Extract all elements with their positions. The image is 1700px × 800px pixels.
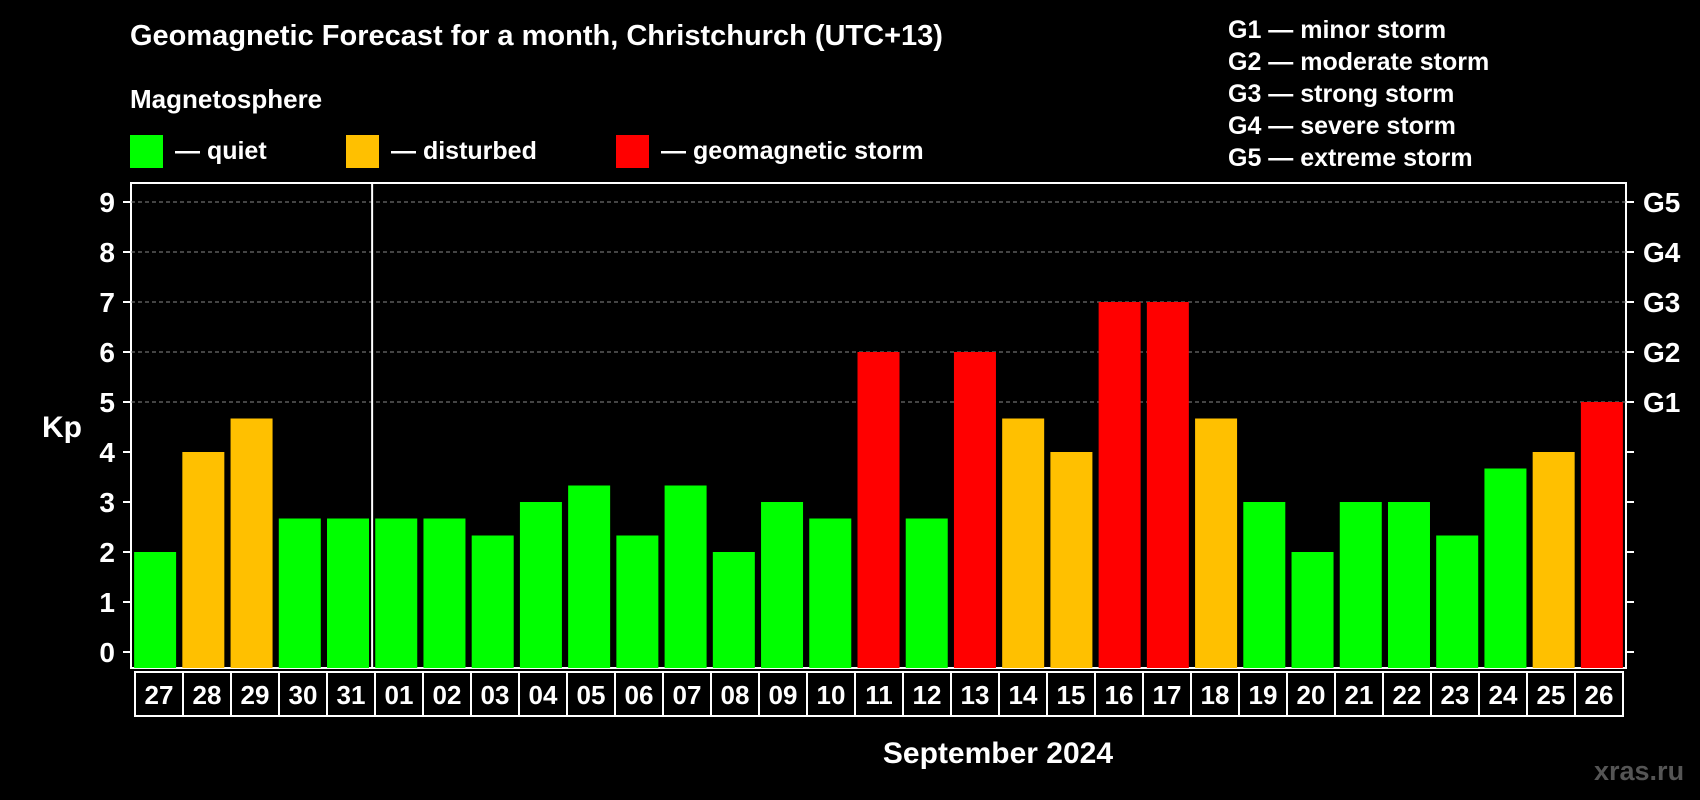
storm-scale-g5: G5 — extreme storm [1228, 144, 1473, 172]
x-tick-label: 31 [337, 680, 366, 710]
bar-31 [327, 518, 370, 668]
x-tick-label: 29 [241, 680, 270, 710]
bar-02 [423, 518, 466, 668]
storm-scale-g4: G4 — severe storm [1228, 112, 1456, 140]
right-axis-label-g3: G3 [1643, 287, 1680, 318]
bar-18 [1195, 418, 1238, 668]
bar-11 [857, 352, 900, 668]
legend-swatch-storm [616, 134, 649, 168]
y-tick-label: 0 [99, 637, 115, 668]
y-tick-label: 3 [99, 487, 115, 518]
y-tick-label: 4 [99, 437, 115, 468]
storm-scale-g1: G1 — minor storm [1228, 16, 1447, 44]
right-axis-label-g5: G5 [1643, 187, 1680, 218]
x-tick-label: 10 [817, 680, 846, 710]
x-tick-label: 28 [193, 680, 222, 710]
bar-16 [1098, 302, 1141, 668]
x-tick-label: 19 [1249, 680, 1278, 710]
storm-scale-legend: G1 — minor storm G2 — moderate storm G3 … [1228, 14, 1489, 174]
y-tick-label: 2 [99, 537, 115, 568]
bar-03 [471, 535, 514, 668]
x-tick-label: 12 [913, 680, 942, 710]
bar-24 [1484, 468, 1527, 668]
x-tick-label: 17 [1153, 680, 1182, 710]
bar-01 [375, 518, 418, 668]
bar-10 [809, 518, 852, 668]
right-axis-label-g4: G4 [1643, 237, 1681, 268]
bar-07 [664, 485, 707, 668]
bar-19 [1243, 502, 1286, 668]
y-tick-label: 6 [99, 337, 115, 368]
bar-05 [568, 485, 611, 668]
x-tick-label: 09 [769, 680, 798, 710]
legend-label-storm: — geomagnetic storm [661, 136, 924, 165]
bar-12 [905, 518, 948, 668]
x-tick-label: 21 [1345, 680, 1374, 710]
x-tick-label: 30 [289, 680, 318, 710]
x-tick-label: 02 [433, 680, 462, 710]
y-tick-label: 9 [99, 187, 115, 218]
legend-swatch-disturbed [346, 134, 379, 168]
bar-28 [182, 452, 225, 668]
x-tick-label: 05 [577, 680, 606, 710]
legend-item-quiet: — quiet [130, 134, 267, 168]
bar-25 [1532, 452, 1575, 668]
bar-06 [616, 535, 659, 668]
bar-21 [1339, 502, 1382, 668]
x-tick-label: 04 [529, 680, 558, 710]
storm-scale-g3: G3 — strong storm [1228, 80, 1455, 108]
legend-item-storm: — geomagnetic storm [616, 134, 924, 168]
x-tick-label: 11 [865, 680, 893, 710]
legend-heading: Magnetosphere [130, 84, 323, 114]
bar-29 [230, 418, 273, 668]
legend-label-quiet: — quiet [175, 136, 267, 165]
y-tick-label: 8 [99, 237, 115, 268]
x-tick-label: 18 [1201, 680, 1230, 710]
legend-swatch-quiet [130, 134, 163, 168]
bar-14 [1002, 418, 1045, 668]
x-tick-label: 20 [1297, 680, 1326, 710]
x-tick-label: 15 [1057, 680, 1086, 710]
watermark: xras.ru [1594, 756, 1685, 786]
x-tick-label: 08 [721, 680, 750, 710]
x-tick-label: 01 [385, 680, 414, 710]
x-tick-label: 13 [961, 680, 990, 710]
bar-08 [712, 552, 755, 668]
x-tick-label: 16 [1105, 680, 1134, 710]
bar-20 [1291, 552, 1334, 668]
x-axis-label: September 2024 [883, 737, 1113, 770]
bar-04 [519, 502, 562, 668]
bar-17 [1146, 302, 1189, 668]
bar-27 [134, 552, 177, 668]
bar-13 [953, 352, 996, 668]
x-tick-label: 27 [145, 680, 174, 710]
storm-scale-g2: G2 — moderate storm [1228, 48, 1490, 76]
x-tick-label: 06 [625, 680, 654, 710]
bar-15 [1050, 452, 1093, 668]
right-axis-label-g1: G1 [1643, 387, 1680, 418]
legend-item-disturbed: — disturbed [346, 134, 537, 168]
date-label-row [134, 671, 1624, 717]
bar-30 [278, 518, 321, 668]
y-tick-label: 7 [99, 287, 115, 318]
x-tick-label: 14 [1009, 680, 1038, 710]
x-tick-label: 26 [1585, 680, 1614, 710]
bar-26 [1580, 402, 1623, 668]
right-axis-label-g2: G2 [1643, 337, 1680, 368]
legend-label-disturbed: — disturbed [391, 136, 537, 165]
x-tick-label: 23 [1441, 680, 1470, 710]
x-tick-label: 07 [673, 680, 702, 710]
chart-title: Geomagnetic Forecast for a month, Christ… [130, 20, 943, 52]
bar-22 [1387, 502, 1430, 668]
bar-09 [761, 502, 804, 668]
x-tick-label: 25 [1537, 680, 1566, 710]
y-tick-label: 5 [99, 387, 115, 418]
bar-23 [1436, 535, 1479, 668]
x-tick-label: 22 [1393, 680, 1422, 710]
y-axis-label: Kp [42, 411, 82, 444]
x-tick-label: 24 [1489, 680, 1518, 710]
y-tick-label: 1 [99, 587, 115, 618]
x-tick-label: 03 [481, 680, 510, 710]
